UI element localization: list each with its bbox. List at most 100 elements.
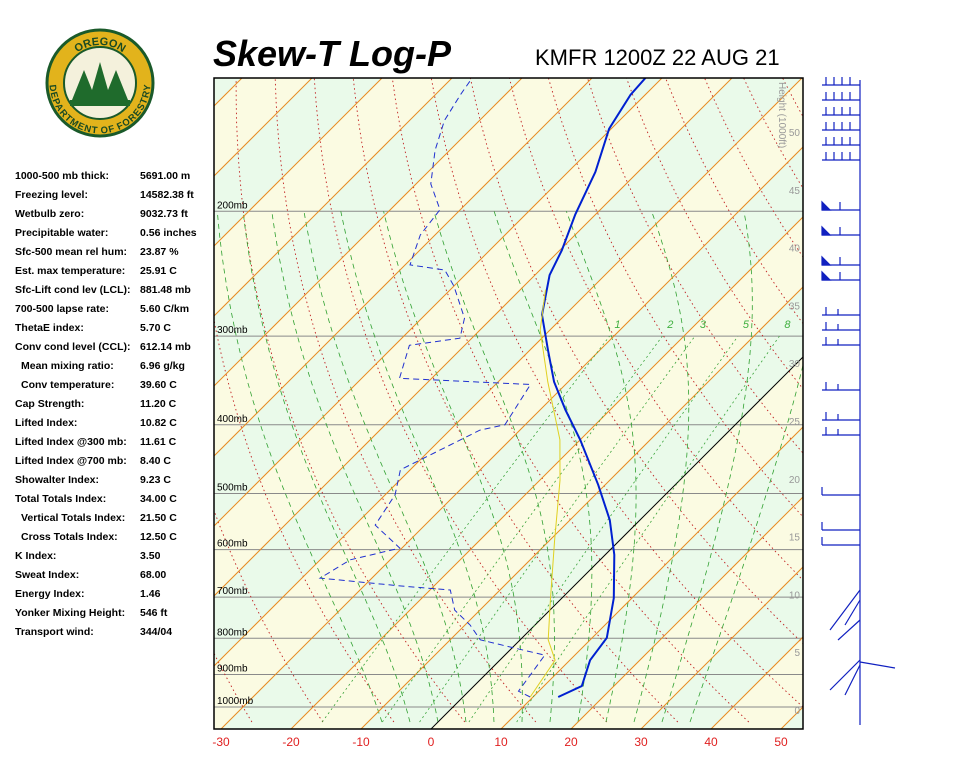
- stat-value: 3.50: [140, 550, 161, 562]
- stat-label: Est. max temperature:: [15, 265, 125, 277]
- stat-label: Cross Totals Index:: [21, 531, 118, 543]
- stat-value: 546 ft: [140, 607, 168, 619]
- stat-label: Sfc-500 mean rel hum:: [15, 246, 127, 258]
- stat-value: 6.96 g/kg: [140, 360, 185, 372]
- stat-label: Sweat Index:: [15, 569, 79, 581]
- mixing-ratio-label: 2: [666, 319, 673, 331]
- stat-value: 11.61 C: [140, 436, 177, 448]
- stat-value: 68.00: [140, 569, 166, 581]
- stat-label: Precipitable water:: [15, 227, 108, 239]
- stat-label: 700-500 lapse rate:: [15, 303, 109, 315]
- chart-title: Skew-T Log-P: [213, 33, 452, 74]
- temperature-label: 30: [634, 735, 648, 749]
- mixing-ratio-label: 1: [614, 319, 620, 331]
- stat-label: Conv cond level (CCL):: [15, 341, 131, 353]
- stat-value: 9.23 C: [140, 474, 171, 486]
- height-axis-label: Height (1000ft): [776, 82, 787, 148]
- stat-label: K Index:: [15, 550, 56, 562]
- stat-label: Transport wind:: [15, 626, 94, 638]
- logo: OREGON DEPARTMENT OF FORESTRY: [47, 30, 154, 137]
- stat-label: Wetbulb zero:: [15, 208, 84, 220]
- height-label: 40: [789, 244, 801, 255]
- stat-value: 5.60 C/km: [140, 303, 189, 315]
- stat-value: 0.56 inches: [140, 227, 197, 239]
- stat-label: Showalter Index:: [15, 474, 99, 486]
- isotherm-band: [851, 78, 960, 729]
- stat-value: 12.50 C: [140, 531, 177, 543]
- stat-value: 25.91 C: [140, 265, 177, 277]
- height-label: 5: [794, 648, 800, 659]
- stat-value: 34.00 C: [140, 493, 177, 505]
- barb-flag: [822, 257, 830, 265]
- stat-label: Conv temperature:: [21, 379, 114, 391]
- pressure-label: 900mb: [217, 664, 248, 675]
- mixing-ratio-label: 3: [700, 319, 707, 331]
- temperature-label: -30: [212, 735, 230, 749]
- pressure-label: 300mb: [217, 325, 248, 336]
- pressure-label: 1000mb: [217, 696, 254, 707]
- isotherm: [851, 78, 960, 729]
- stat-label: Cap Strength:: [15, 398, 84, 410]
- stat-value: 14582.38 ft: [140, 189, 194, 201]
- pressure-label: 200mb: [217, 200, 248, 211]
- stat-value: 5691.00 m: [140, 170, 190, 182]
- dry-adiabat: [892, 0, 960, 722]
- height-label: 30: [789, 359, 801, 370]
- stat-label: Lifted Index:: [15, 417, 77, 429]
- temperature-label: 20: [564, 735, 578, 749]
- barb-flag: [822, 227, 830, 235]
- dry-adiabat: [856, 0, 960, 722]
- mixing-ratio-label: 5: [743, 319, 750, 331]
- height-label: 35: [789, 301, 801, 312]
- height-label: 0: [794, 706, 800, 717]
- stat-value: 10.82 C: [140, 417, 177, 429]
- stat-label: Sfc-Lift cond lev (LCL):: [15, 284, 131, 296]
- pressure-label: 700mb: [217, 586, 248, 597]
- stat-value: 23.87 %: [140, 246, 179, 258]
- stat-label: Total Totals Index:: [15, 493, 106, 505]
- height-label: 25: [789, 417, 801, 428]
- stat-value: 5.70 C: [140, 322, 171, 334]
- dry-adiabat: [928, 0, 960, 722]
- stat-label: Freezing level:: [15, 189, 88, 201]
- barb-flag: [822, 202, 830, 210]
- stat-value: 344/04: [140, 626, 172, 638]
- stat-label: Vertical Totals Index:: [21, 512, 125, 524]
- stat-label: 1000-500 mb thick:: [15, 170, 109, 182]
- height-label: 45: [789, 186, 801, 197]
- stat-value: 39.60 C: [140, 379, 177, 391]
- mixing-ratio-label: 8: [784, 319, 791, 331]
- pressure-label: 400mb: [217, 414, 248, 425]
- wind-barbs: [822, 77, 895, 725]
- temperature-label: 50: [774, 735, 788, 749]
- stat-label: Yonker Mixing Height:: [15, 607, 125, 619]
- temperature-label: 40: [704, 735, 718, 749]
- stat-label: Energy Index:: [15, 588, 84, 600]
- barb-flag: [822, 272, 830, 280]
- temperature-label: 10: [494, 735, 508, 749]
- isotherm-band: [781, 78, 960, 729]
- temperature-label: -20: [282, 735, 300, 749]
- pressure-label: 800mb: [217, 627, 248, 638]
- stat-value: 11.20 C: [140, 398, 177, 410]
- chart-subtitle: KMFR 1200Z 22 AUG 21: [535, 45, 780, 70]
- stat-label: Lifted Index @700 mb:: [15, 455, 127, 467]
- height-label: 50: [789, 128, 801, 139]
- stat-label: Lifted Index @300 mb:: [15, 436, 127, 448]
- stat-value: 8.40 C: [140, 455, 171, 467]
- stat-value: 1.46: [140, 588, 161, 600]
- pressure-label: 600mb: [217, 539, 248, 550]
- stat-value: 9032.73 ft: [140, 208, 188, 220]
- stats-table: 1000-500 mb thick: 5691.00 m Freezing leve…: [15, 170, 197, 638]
- stat-value: 21.50 C: [140, 512, 177, 524]
- stat-label: Mean mixing ratio:: [21, 360, 114, 372]
- stat-value: 612.14 mb: [140, 341, 191, 353]
- temperature-label: 0: [428, 735, 435, 749]
- height-label: 20: [789, 475, 801, 486]
- height-label: 10: [789, 590, 801, 601]
- height-label: 15: [789, 533, 801, 544]
- stat-label: ThetaE index:: [15, 322, 84, 334]
- dry-adiabat: [820, 0, 960, 722]
